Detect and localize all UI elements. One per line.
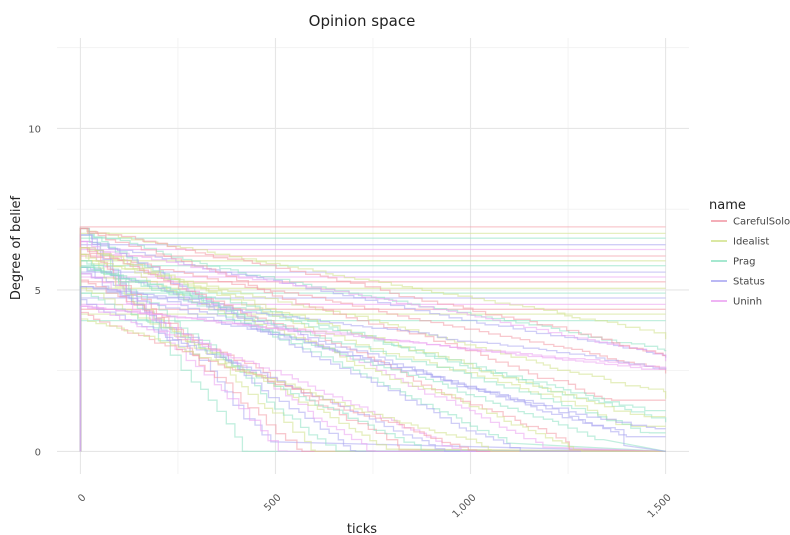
x-tick-label: 0 (76, 492, 88, 504)
legend-label: Prag (733, 257, 755, 268)
legend-label: CarefulSolo (733, 217, 790, 228)
series-line (79, 247, 666, 452)
series-line (79, 247, 666, 452)
chart-title: Opinion space (309, 12, 416, 30)
legend-title: name (709, 198, 746, 213)
series-line (79, 305, 666, 452)
y-tick-label: 5 (35, 286, 41, 297)
series-line (79, 286, 666, 452)
series-line (79, 253, 666, 453)
legend-label: Status (733, 277, 765, 288)
series-line (79, 266, 666, 453)
x-tick-label: 1,000 (451, 492, 479, 520)
y-tick-label: 0 (35, 447, 41, 458)
series-line (79, 266, 666, 452)
series-line (79, 298, 666, 453)
legend-label: Uninh (733, 297, 762, 308)
series-line (79, 253, 667, 452)
series-line (79, 279, 666, 453)
series-line (79, 227, 666, 452)
series-line (79, 260, 667, 452)
legend-label: Idealist (733, 237, 769, 248)
y-tick-label: 10 (28, 124, 41, 135)
x-axis-title: ticks (347, 522, 377, 535)
series-line (79, 318, 666, 453)
series-line (79, 286, 667, 452)
axes: 0 500 1,000 1,500 0 5 10 (28, 124, 673, 520)
series-line (79, 247, 666, 453)
series-line (79, 247, 667, 452)
series-lines (79, 226, 667, 453)
legend: name CarefulSolo Idealist Prag Status Uninh (709, 198, 790, 308)
y-axis-title: Degree of belief (9, 196, 24, 301)
x-tick-label: 500 (262, 492, 283, 513)
x-tick-label: 1,500 (646, 492, 674, 520)
series-line (79, 227, 666, 452)
series-line (79, 234, 667, 452)
series-line (79, 227, 666, 453)
series-line (79, 234, 666, 453)
